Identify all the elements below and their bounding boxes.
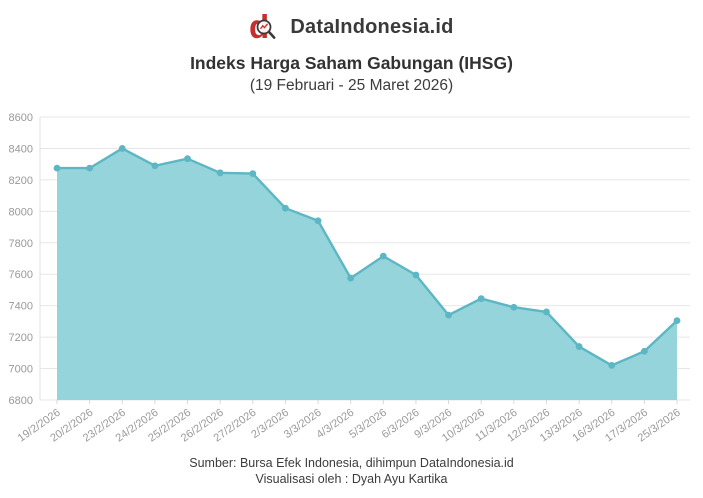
y-axis-tick-label: 7800 <box>9 238 33 250</box>
data-point-marker <box>543 308 550 316</box>
data-point-marker <box>118 145 126 152</box>
source-credit: Sumber: Bursa Efek Indonesia, dihimpun D… <box>189 456 514 470</box>
y-axis-tick-label: 8600 <box>9 112 33 124</box>
y-axis-tick-label: 8400 <box>9 143 33 155</box>
brand-header: d DataIndonesia.id <box>0 10 703 44</box>
area-chart-canvas: 6800 7000 7200 7400 7600 7800 8000 8200 8400 8600… <box>9 112 690 445</box>
y-axis-tick-label: 7000 <box>9 364 33 376</box>
y-axis-tick-label: 8000 <box>9 206 33 218</box>
data-point-marker <box>608 362 616 369</box>
data-point-marker <box>184 155 191 163</box>
data-point-marker <box>640 347 648 355</box>
chart-subtitle: (19 Februari - 25 Maret 2026) <box>249 77 454 94</box>
data-point-marker <box>86 164 94 172</box>
data-point-marker <box>282 204 289 212</box>
y-axis-tick-label: 6800 <box>9 395 33 407</box>
brand-name: DataIndonesia.id <box>290 15 454 38</box>
area-chart: 6800 7000 7200 7400 7600 7800 8000 8200 8400 8600… <box>0 100 703 452</box>
y-axis-tick-label: 7400 <box>9 301 33 313</box>
data-point-marker <box>151 162 159 170</box>
data-point-marker <box>216 169 224 177</box>
data-point-marker <box>510 303 518 311</box>
data-point-marker <box>314 217 322 225</box>
y-axis-tick-label: 7600 <box>9 269 33 281</box>
data-point-marker <box>575 343 583 350</box>
trend-line <box>57 147 678 367</box>
visualization-credit: Visualisasi oleh : Dyah Ayu Kartika <box>255 472 448 486</box>
area-fill <box>57 148 677 400</box>
footer: Sumber: Bursa Efek Indonesia, dihimpun D… <box>0 455 703 487</box>
y-axis-tick-label: 7200 <box>9 332 33 344</box>
data-point-marker <box>347 274 355 282</box>
data-point-marker <box>379 252 387 260</box>
data-point-marker <box>249 170 257 177</box>
y-axis-tick-label: 8200 <box>9 175 33 187</box>
dataindonesia-logo-icon: d <box>249 10 276 44</box>
chart-title: Indeks Harga Saham Gabungan (IHSG) <box>190 53 513 73</box>
data-point-marker <box>673 317 681 325</box>
data-point-marker <box>412 271 420 279</box>
data-point-marker <box>477 295 485 302</box>
data-point-marker <box>445 311 452 319</box>
data-point-marker <box>53 164 61 172</box>
